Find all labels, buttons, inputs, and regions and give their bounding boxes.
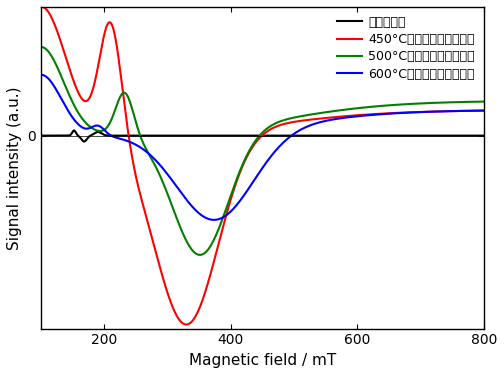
Line: 450°C　ポストアニール膜: 450°C ポストアニール膜 <box>41 7 484 324</box>
600°C　ポストアニール膜 <box>472 108 478 113</box>
Y-axis label: Signal intensity (a.u.): Signal intensity (a.u.) <box>7 86 22 249</box>
450°C　ポストアニール膜 <box>481 108 487 113</box>
600°C　ポストアニール膜 <box>115 136 121 140</box>
600°C　ポストアニール膜 <box>89 125 95 129</box>
Line: 500°C　ポストアニール膜: 500°C ポストアニール膜 <box>41 47 484 255</box>
600°C　ポストアニール膜 <box>424 110 430 114</box>
450°C　ポストアニール膜 <box>183 322 190 327</box>
500°C　ポストアニール膜 <box>481 99 487 104</box>
600°C　ポストアニール膜 <box>227 210 233 214</box>
アズデポ膜 <box>38 134 44 138</box>
アズデポ膜 <box>81 139 87 144</box>
500°C　ポストアニール膜 <box>197 253 203 257</box>
600°C　ポストアニール膜 <box>211 217 217 222</box>
アズデポ膜 <box>227 134 233 138</box>
アズデポ膜 <box>89 133 95 137</box>
600°C　ポストアニール膜 <box>208 217 214 222</box>
500°C　ポストアニール膜 <box>208 243 214 248</box>
450°C　ポストアニール膜 <box>89 91 95 95</box>
アズデポ膜 <box>481 134 487 138</box>
アズデポ膜 <box>425 134 431 138</box>
500°C　ポストアニール膜 <box>472 99 478 104</box>
450°C　ポストアニール膜 <box>424 110 430 114</box>
450°C　ポストアニール膜 <box>38 4 44 9</box>
450°C　ポストアニール膜 <box>208 270 214 274</box>
アズデポ膜 <box>472 134 478 138</box>
Line: 600°C　ポストアニール膜: 600°C ポストアニール膜 <box>41 75 484 220</box>
500°C　ポストアニール膜 <box>115 100 121 104</box>
600°C　ポストアニール膜 <box>481 108 487 113</box>
450°C　ポストアニール膜 <box>115 51 121 56</box>
X-axis label: Magnetic field / mT: Magnetic field / mT <box>189 353 336 368</box>
500°C　ポストアニール膜 <box>38 45 44 49</box>
450°C　ポストアニール膜 <box>472 108 478 113</box>
Line: アズデポ膜: アズデポ膜 <box>41 130 484 141</box>
500°C　ポストアニール膜 <box>424 101 430 105</box>
500°C　ポストアニール膜 <box>227 195 233 200</box>
Legend: アズデポ膜, 450°C　ポストアニール膜, 500°C　ポストアニール膜, 600°C　ポストアニール膜: アズデポ膜, 450°C ポストアニール膜, 500°C ポストアニール膜, 6… <box>332 11 480 86</box>
アズデポ膜 <box>71 128 77 133</box>
450°C　ポストアニール膜 <box>227 199 233 204</box>
500°C　ポストアニール膜 <box>89 126 95 130</box>
アズデポ膜 <box>115 134 121 138</box>
アズデポ膜 <box>208 134 214 138</box>
600°C　ポストアニール膜 <box>38 72 44 77</box>
